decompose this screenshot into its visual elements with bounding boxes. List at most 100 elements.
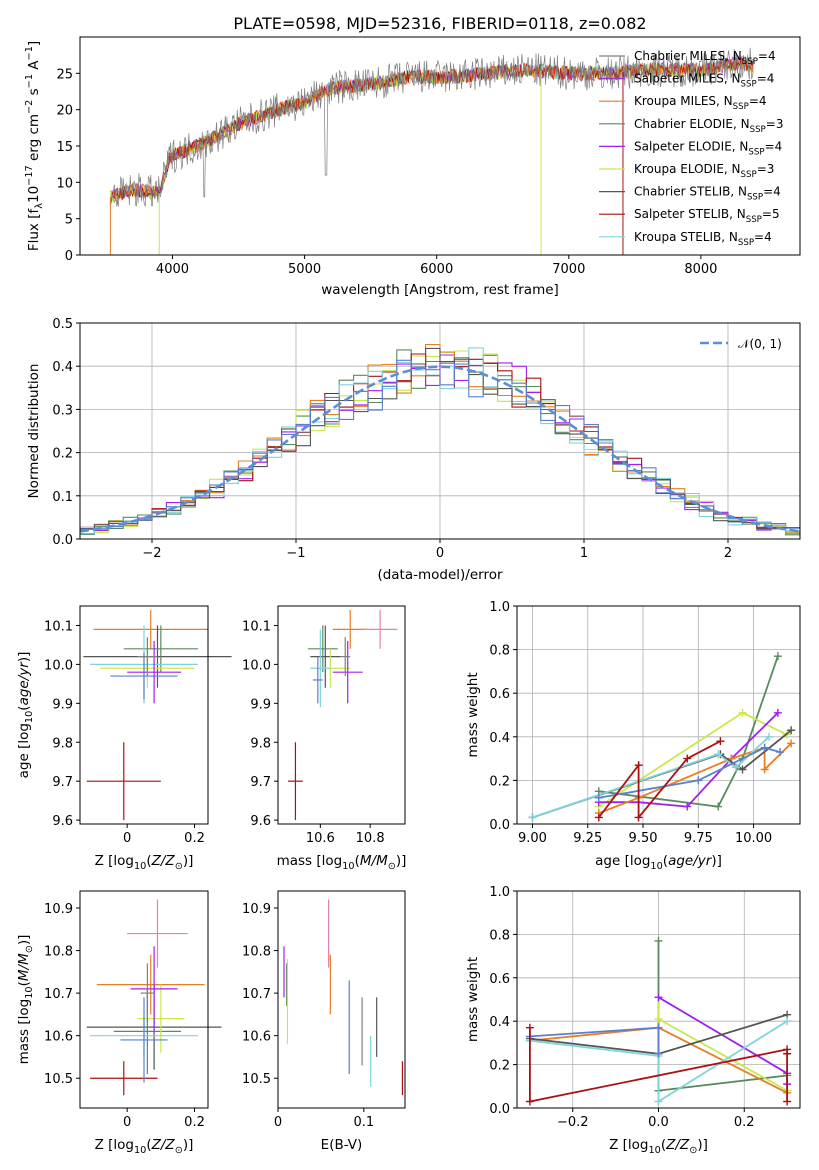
y-axis-label: mass weight	[465, 672, 481, 757]
y-tick-label: 10.8	[242, 945, 271, 960]
y-tick-label: 0.6	[489, 972, 510, 987]
weight-marker	[654, 993, 663, 1002]
weight-marker	[773, 708, 782, 717]
x-tick-label: 0.2	[734, 1115, 755, 1130]
weight-marker	[525, 1023, 534, 1032]
x-tick-label: 0.1	[353, 1115, 374, 1130]
y-tick-label: 10.0	[242, 658, 271, 673]
weight-marker	[654, 1097, 663, 1106]
y-tick-label: 10.6	[44, 1030, 73, 1045]
y-tick-label: 20	[56, 104, 73, 119]
y-axis-label: Normed distribution	[26, 364, 42, 499]
weight-marker	[776, 748, 785, 757]
weight-line	[598, 746, 781, 799]
y-tick-label: 10.8	[44, 945, 73, 960]
y-tick-label: 9.9	[250, 697, 271, 712]
legend-entry: Chabrier STELIB, NSSP=4	[634, 185, 781, 203]
y-tick-label: 10.7	[44, 987, 73, 1002]
weight-marker	[528, 813, 537, 822]
weight-marker	[594, 793, 603, 802]
y-tick-label: 0.0	[489, 818, 510, 833]
weight-marker	[738, 708, 747, 717]
weight-marker	[654, 1023, 663, 1032]
weight-marker	[773, 652, 782, 661]
y-axis-label: mass [log10(M/M⊙)]	[16, 935, 35, 1065]
y-axis-label: mass weight	[465, 957, 481, 1042]
age_vs_Z-ticks: 0 0.2 9.6 9.7 9.8 9.9 10.0 10.1	[44, 605, 209, 846]
weight-marker	[783, 1049, 792, 1058]
weight-marker	[731, 763, 740, 772]
weight-marker	[738, 765, 747, 774]
x-axis-label: wavelength [Angstrom, rest frame]	[321, 282, 559, 298]
x-axis-label: Z [log10(Z/Z⊙)]	[95, 853, 194, 872]
y-tick-label: 9.8	[250, 736, 271, 751]
y-tick-label: 0.1	[52, 490, 73, 505]
mass_vs_ebv-ticks: 0 0.1 10.5 10.6 10.7 10.8 10.9	[242, 890, 406, 1130]
weight-line	[657, 997, 788, 1092]
x-axis-label: age [log10(age/yr)]	[595, 853, 722, 872]
legend-entry: Chabrier ELODIE, NSSP=3	[634, 117, 783, 135]
x-tick-label: −2	[142, 546, 161, 561]
legend-entry: Kroupa MILES, NSSP=4	[634, 94, 767, 112]
weight-marker	[594, 813, 603, 822]
legend-entry: Salpeter STELIB, NSSP=5	[634, 207, 780, 225]
y-tick-label: 10.9	[242, 902, 271, 917]
x-tick-label: 2	[724, 546, 732, 561]
weight_vs_Z-ticks: −0.2 0.0 0.2 0.0 0.2 0.4 0.6 0.8 1.0	[489, 885, 801, 1130]
y-tick-label: 0.4	[489, 1015, 510, 1030]
x-tick-label: 0	[123, 831, 131, 846]
y-tick-label: 25	[56, 67, 73, 82]
y-tick-label: 15	[56, 140, 73, 155]
x-axis-label: (data-model)/error	[377, 567, 503, 583]
weight-marker	[760, 765, 769, 774]
mass_vs_Z-ticks: 0 0.2 10.5 10.6 10.7 10.8 10.9	[44, 890, 209, 1130]
legend-entry: Salpeter ELODIE, NSSP=4	[634, 139, 782, 157]
gaussian-curve	[79, 365, 801, 533]
weight-marker	[654, 936, 663, 945]
weight-marker	[634, 813, 643, 822]
y-tick-label: 0.2	[52, 447, 73, 462]
weight-marker	[634, 761, 643, 770]
weight-marker	[714, 750, 723, 759]
y-tick-label: 1.0	[489, 885, 510, 900]
legend-entry: Kroupa STELIB, NSSP=4	[634, 230, 772, 248]
y-tick-label: 10.6	[242, 1030, 271, 1045]
y-tick-label: 1.0	[489, 600, 510, 615]
x-tick-label: 9.25	[573, 831, 602, 846]
x-axis-label: Z [log10(Z/Z⊙)]	[609, 1137, 708, 1156]
y-tick-label: 10.5	[44, 1072, 73, 1087]
y-axis-label: Flux [fλ10−17 erg cm−2 s−1 A−1]	[24, 41, 45, 251]
x-tick-label: 0.2	[184, 1115, 205, 1130]
x-tick-label: 8000	[684, 262, 717, 277]
x-axis-label: Z [log10(Z/Z⊙)]	[95, 1137, 194, 1156]
y-tick-label: 9.7	[52, 775, 73, 790]
weight_vs_age-ticks: 9.00 9.25 9.50 9.75 10.00 0.0 0.2 0.4 0.6 0.8 1.0	[489, 600, 801, 846]
weight-line	[529, 1020, 788, 1104]
weight-line	[598, 742, 792, 814]
legend-entry: Kroupa ELODIE, NSSP=3	[634, 162, 774, 180]
weight-marker	[654, 1015, 663, 1024]
weight-marker	[760, 743, 769, 752]
weight_vs_age-frame	[516, 605, 801, 825]
x-tick-label: 9.75	[684, 831, 713, 846]
y-tick-label: 0.4	[52, 360, 73, 375]
weight-marker	[783, 1097, 792, 1106]
weight-marker	[694, 776, 703, 785]
y-tick-label: 0.8	[489, 644, 510, 659]
weight-line	[657, 940, 788, 1092]
weight-marker	[787, 739, 796, 748]
weight-marker	[525, 1097, 534, 1106]
residual-histogram	[80, 347, 800, 530]
y-tick-label: 0.3	[52, 403, 73, 418]
y-tick-label: 5	[65, 213, 73, 228]
y-tick-label: 10.0	[44, 658, 73, 673]
y-tick-label: 0.8	[489, 928, 510, 943]
legend-entry: Salpeter MILES, NSSP=4	[634, 72, 774, 90]
y-tick-label: 0.0	[489, 1102, 510, 1117]
weight-marker	[765, 732, 774, 741]
y-tick-label: 9.6	[52, 814, 73, 829]
residuals-ticks: −2 −1 0 1 2 0.0 0.1 0.2 0.3 0.4 0.5	[52, 317, 801, 561]
y-axis-label: age [log10(age/yr)]	[16, 652, 35, 779]
x-tick-label: 1	[580, 546, 588, 561]
